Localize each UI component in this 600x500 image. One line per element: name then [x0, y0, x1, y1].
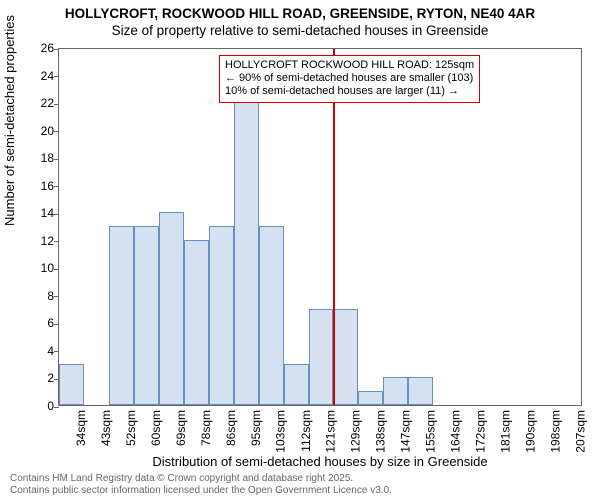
bar [284, 364, 309, 405]
ytick [54, 269, 59, 270]
ytick [54, 159, 59, 160]
ytick [54, 241, 59, 242]
annotation-line: HOLLYCROFT ROCKWOOD HILL ROAD: 125sqm [225, 59, 474, 72]
ytick-label: 2 [47, 371, 54, 385]
xtick-label: 86sqm [224, 410, 238, 446]
plot-area: HOLLYCROFT ROCKWOOD HILL ROAD: 125sqm← 9… [58, 48, 582, 406]
bar [209, 226, 234, 405]
bar [333, 309, 358, 405]
ytick-label: 22 [41, 96, 54, 110]
title-line-1: HOLLYCROFT, ROCKWOOD HILL ROAD, GREENSID… [0, 6, 600, 23]
footer-line-1: Contains HM Land Registry data © Crown c… [10, 473, 392, 485]
ytick-label: 12 [41, 234, 54, 248]
ytick-label: 16 [41, 179, 54, 193]
ytick-label: 26 [41, 41, 54, 55]
ytick-label: 4 [47, 344, 54, 358]
bar [159, 212, 184, 405]
ytick-label: 6 [47, 316, 54, 330]
xtick-label: 164sqm [449, 410, 463, 453]
bar [184, 240, 209, 405]
y-axis-label: Number of semi-detached properties [2, 15, 17, 226]
xtick-label: 52sqm [124, 410, 138, 446]
xtick-label: 155sqm [424, 410, 438, 453]
xtick-label: 207sqm [574, 410, 588, 453]
xtick-label: 69sqm [174, 410, 188, 446]
xtick-label: 95sqm [249, 410, 263, 446]
xtick-label: 198sqm [549, 410, 563, 453]
bar [59, 364, 84, 405]
xtick-label: 78sqm [199, 410, 213, 446]
bar [234, 102, 259, 405]
annotation-line: ← 90% of semi-detached houses are smalle… [225, 72, 474, 85]
ytick [54, 407, 59, 408]
xtick-label: 34sqm [74, 410, 88, 446]
bar [134, 226, 159, 405]
annotation-line: 10% of semi-detached houses are larger (… [225, 85, 474, 98]
ytick-label: 14 [41, 206, 54, 220]
footer-line-2: Contains public sector information licen… [10, 485, 392, 497]
ytick [54, 324, 59, 325]
ytick [54, 104, 59, 105]
chart-title: HOLLYCROFT, ROCKWOOD HILL ROAD, GREENSID… [0, 0, 600, 40]
xtick-label: 181sqm [499, 410, 513, 453]
ytick [54, 49, 59, 50]
xtick-label: 172sqm [474, 410, 488, 453]
xtick-label: 112sqm [299, 410, 313, 452]
bar [383, 377, 408, 405]
xtick-label: 129sqm [349, 410, 363, 453]
ytick-label: 10 [41, 261, 54, 275]
ytick-label: 20 [41, 124, 54, 138]
ytick [54, 296, 59, 297]
ytick-label: 8 [47, 289, 54, 303]
ytick [54, 76, 59, 77]
ytick [54, 186, 59, 187]
xtick-label: 190sqm [524, 410, 538, 453]
bar [358, 391, 383, 405]
xtick-label: 60sqm [149, 410, 163, 446]
xtick-label: 121sqm [324, 410, 338, 453]
ytick [54, 351, 59, 352]
footer-attribution: Contains HM Land Registry data © Crown c… [10, 473, 392, 497]
ytick [54, 131, 59, 132]
ytick-label: 0 [47, 399, 54, 413]
ytick [54, 214, 59, 215]
bar [259, 226, 284, 405]
bar [309, 309, 334, 405]
xtick-label: 138sqm [374, 410, 388, 453]
ytick-label: 24 [41, 69, 54, 83]
x-axis-label: Distribution of semi-detached houses by … [58, 454, 582, 469]
xtick-label: 103sqm [274, 410, 288, 453]
ytick-label: 18 [41, 151, 54, 165]
bar [109, 226, 134, 405]
bar [408, 377, 433, 405]
xtick-label: 147sqm [399, 410, 413, 453]
title-line-2: Size of property relative to semi-detach… [0, 23, 600, 40]
xtick-label: 43sqm [99, 410, 113, 446]
annotation-box: HOLLYCROFT ROCKWOOD HILL ROAD: 125sqm← 9… [219, 55, 480, 103]
